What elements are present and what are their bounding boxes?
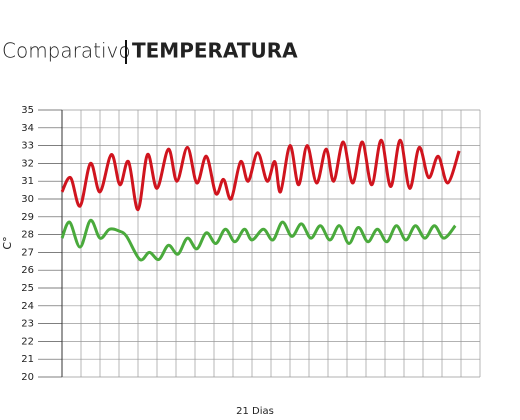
y-tick-label: 34 (21, 123, 34, 134)
y-tick-label: 30 (21, 194, 34, 205)
y-tick-label: 31 (21, 176, 34, 187)
x-axis-label: 21 Dias (236, 406, 274, 417)
y-tick-label: 28 (21, 230, 34, 241)
y-tick-label: 25 (21, 283, 34, 294)
line-series (60, 218, 457, 262)
chart-title: Comparativo (2, 39, 131, 63)
y-tick-label: 23 (21, 319, 34, 330)
y-tick-label: 29 (21, 212, 34, 223)
y-tick-label: 22 (21, 336, 34, 347)
y-tick-label: 24 (21, 301, 34, 312)
y-tick-label: 27 (21, 247, 34, 258)
y-tick-label: 20 (21, 372, 34, 383)
y-axis-label: C° (1, 236, 14, 249)
y-tick-label: 32 (21, 158, 34, 169)
y-tick-label: 35 (21, 105, 34, 116)
chart-subtitle: TEMPERATURA (132, 39, 298, 63)
y-tick-label: 21 (21, 354, 34, 365)
line-series (60, 138, 461, 212)
y-tick-label: 33 (21, 141, 34, 152)
y-tick-label: 26 (21, 265, 34, 276)
